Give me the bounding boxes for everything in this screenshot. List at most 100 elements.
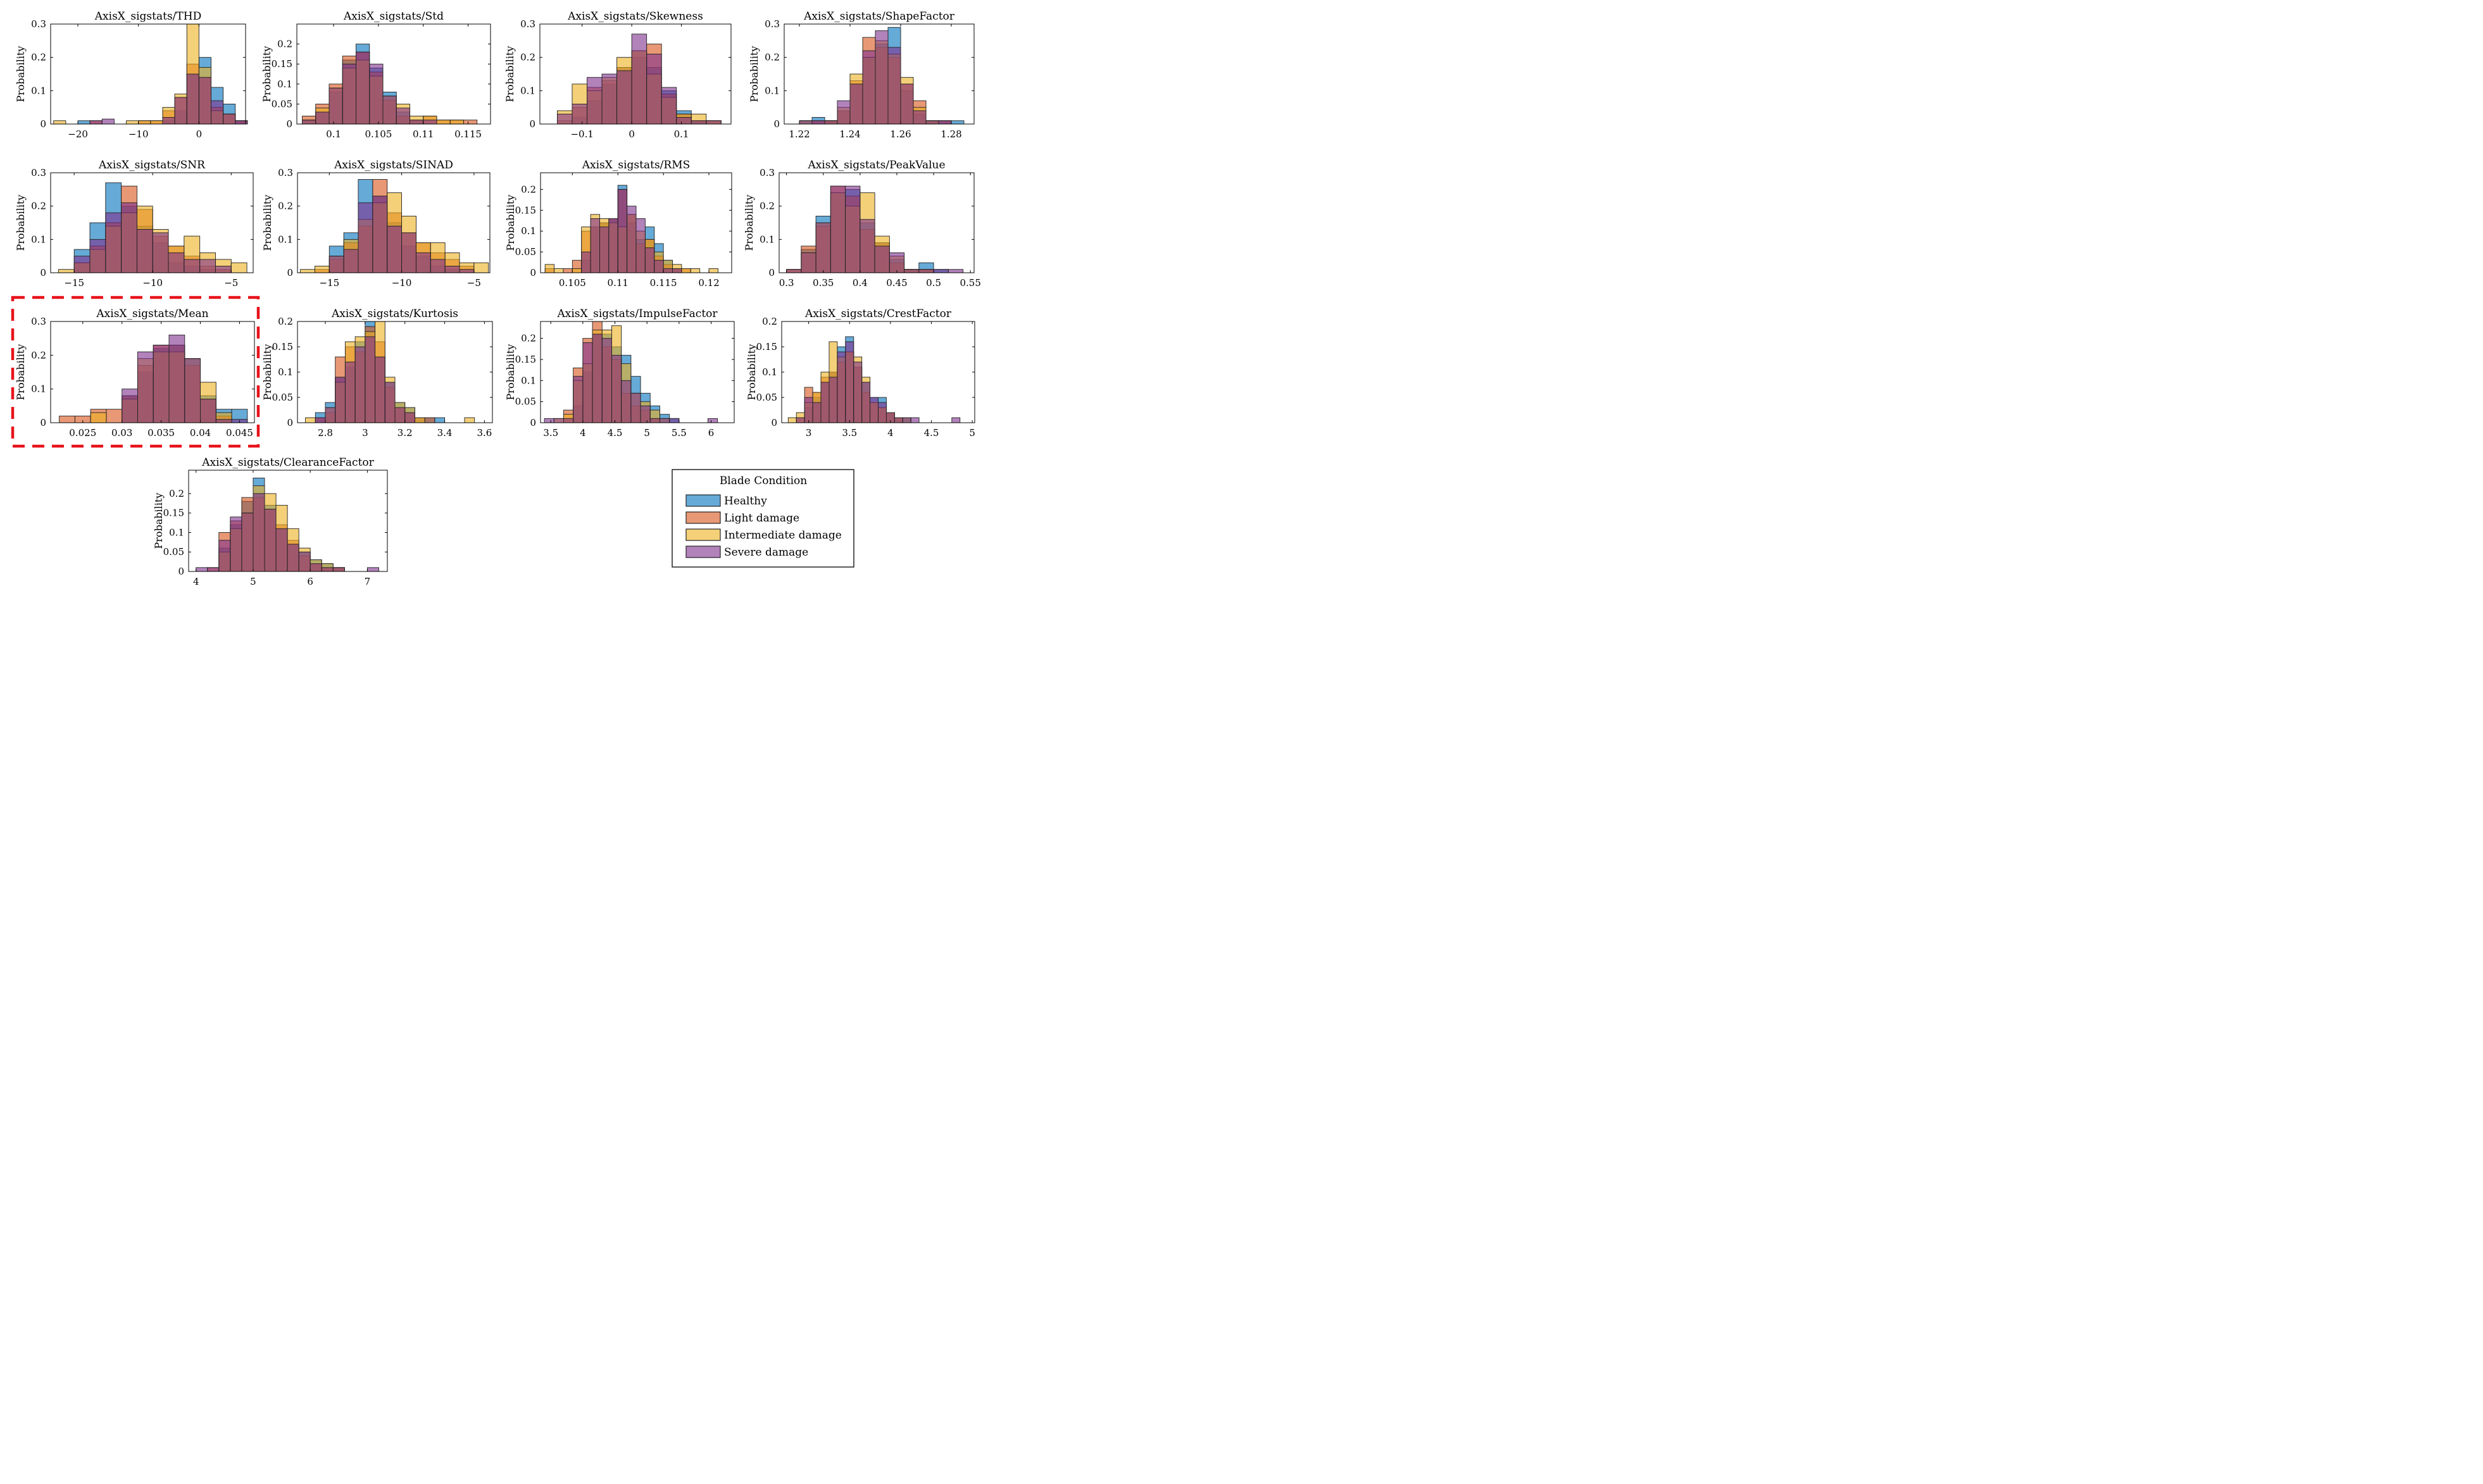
bar — [275, 528, 288, 572]
y-tick-label: 0.2 — [31, 201, 46, 212]
bar — [121, 202, 137, 273]
y-tick-label: 0.3 — [765, 18, 780, 30]
bar — [681, 268, 691, 273]
bar — [77, 120, 91, 125]
x-tick-label: 0.035 — [147, 427, 175, 439]
bar — [616, 70, 632, 125]
panel-title: AxisX_sigstats/Std — [343, 10, 444, 23]
x-tick-label: 5 — [250, 576, 256, 587]
bar — [423, 120, 437, 125]
bar — [415, 252, 431, 273]
bar — [122, 389, 138, 423]
y-tick-label: 0.3 — [520, 18, 535, 30]
y-tick-label: 0.15 — [163, 508, 184, 519]
x-tick-label: 3.2 — [397, 427, 413, 439]
y-axis-label: Probability — [261, 344, 273, 401]
bar — [300, 269, 315, 273]
y-axis-label: Probability — [746, 344, 758, 401]
bar — [153, 344, 170, 423]
bar — [211, 100, 224, 125]
series-severe-damage — [315, 336, 415, 423]
bar — [690, 268, 701, 273]
panel-title: AxisX_sigstats/Mean — [96, 308, 208, 320]
panel-std: 0.1 0.105 0.11 0.115 0 0.05 0.1 0.15 0.2 Probabil… — [261, 10, 491, 140]
bar — [804, 397, 813, 423]
bar — [264, 509, 277, 572]
bar — [58, 269, 75, 273]
bar — [889, 252, 905, 273]
bar — [563, 418, 574, 423]
bar — [861, 382, 871, 423]
bar — [138, 120, 151, 125]
bar — [410, 120, 424, 125]
series-severe-damage — [799, 30, 952, 125]
x-tick-label: 0 — [629, 128, 635, 140]
x-tick-label: 3.4 — [437, 427, 453, 439]
x-tick-label: 3.6 — [477, 427, 492, 439]
y-axis-label: Probability — [15, 344, 27, 401]
x-tick-label: 0.105 — [559, 277, 586, 289]
bar — [786, 269, 802, 273]
bar — [444, 266, 460, 273]
bar — [601, 73, 618, 125]
bar — [630, 392, 641, 423]
panel-clearancefactor: 4 5 6 7 0 0.05 0.1 0.15 0.2 Probability AxisX_sigs… — [153, 456, 388, 587]
bar — [590, 218, 600, 273]
bar — [424, 417, 435, 423]
axes-frame — [50, 23, 246, 125]
x-tick-label: −5 — [224, 277, 238, 289]
panel-title: AxisX_sigstats/SNR — [98, 159, 206, 171]
panel-snr: −15 −10 −5 0 0.1 0.2 0.3 Probability AxisX_sigst… — [15, 159, 254, 289]
bar — [544, 264, 555, 273]
panel-title: AxisX_sigstats/ClearanceFactor — [201, 456, 374, 469]
x-tick-label: 0.45 — [886, 277, 907, 289]
bar — [223, 113, 236, 125]
x-tick-label: 0.11 — [413, 128, 434, 140]
y-tick-label: 0.2 — [760, 201, 775, 212]
bar — [162, 117, 175, 125]
bar — [463, 120, 478, 125]
series-severe-damage — [557, 34, 722, 125]
axes-frame — [188, 470, 388, 572]
x-tick-label: −20 — [68, 128, 88, 140]
legend-swatch-healthy — [685, 494, 721, 507]
bar — [611, 354, 622, 423]
y-tick-label: 0 — [287, 267, 293, 278]
bar — [669, 418, 680, 423]
bar — [375, 356, 385, 423]
bar — [168, 334, 185, 423]
bar — [663, 268, 673, 273]
legend-swatch-severe-damage — [685, 546, 721, 558]
x-tick-label: 4 — [193, 576, 199, 587]
bar — [152, 232, 169, 273]
panel-sinad: −15 −10 −5 0 0.1 0.2 0.3 Probability AxisX_sigst… — [261, 159, 491, 289]
bar — [661, 87, 677, 125]
axes-frame — [779, 172, 975, 273]
bar — [354, 346, 366, 423]
y-tick-label: 0.3 — [278, 167, 293, 178]
bar — [829, 377, 838, 423]
y-tick-label: 0.05 — [272, 98, 292, 109]
y-axis-label: Probability — [748, 46, 760, 103]
bar — [366, 567, 379, 572]
panel-mean: 0.025 0.03 0.035 0.04 0.045 0 0.1 0.2 0.3 Probabi… — [15, 308, 255, 439]
bar — [812, 402, 822, 423]
y-tick-label: 0.15 — [272, 58, 292, 70]
x-tick-label: 0.105 — [365, 128, 392, 140]
x-tick-label: 3 — [362, 427, 368, 439]
bar — [601, 338, 612, 423]
bar — [184, 259, 201, 273]
bar — [328, 87, 343, 125]
bar — [811, 120, 825, 125]
bar — [646, 53, 662, 125]
bar — [621, 380, 632, 423]
panel-rms: 0.105 0.11 0.115 0.12 0 0.05 0.1 0.15 0.2 Probabi… — [504, 159, 732, 289]
panel-title: AxisX_sigstats/ImpulseFactor — [556, 308, 718, 320]
bar — [105, 212, 122, 273]
bar — [198, 77, 211, 125]
bar — [287, 544, 299, 572]
bar — [660, 418, 670, 423]
x-tick-label: 5.5 — [672, 427, 687, 439]
y-tick-label: 0.05 — [272, 392, 293, 403]
histogram-grid-figure: −20 −10 0 0 0.1 0.2 0.3 Probability AxisX_sigsta… — [11, 10, 981, 587]
